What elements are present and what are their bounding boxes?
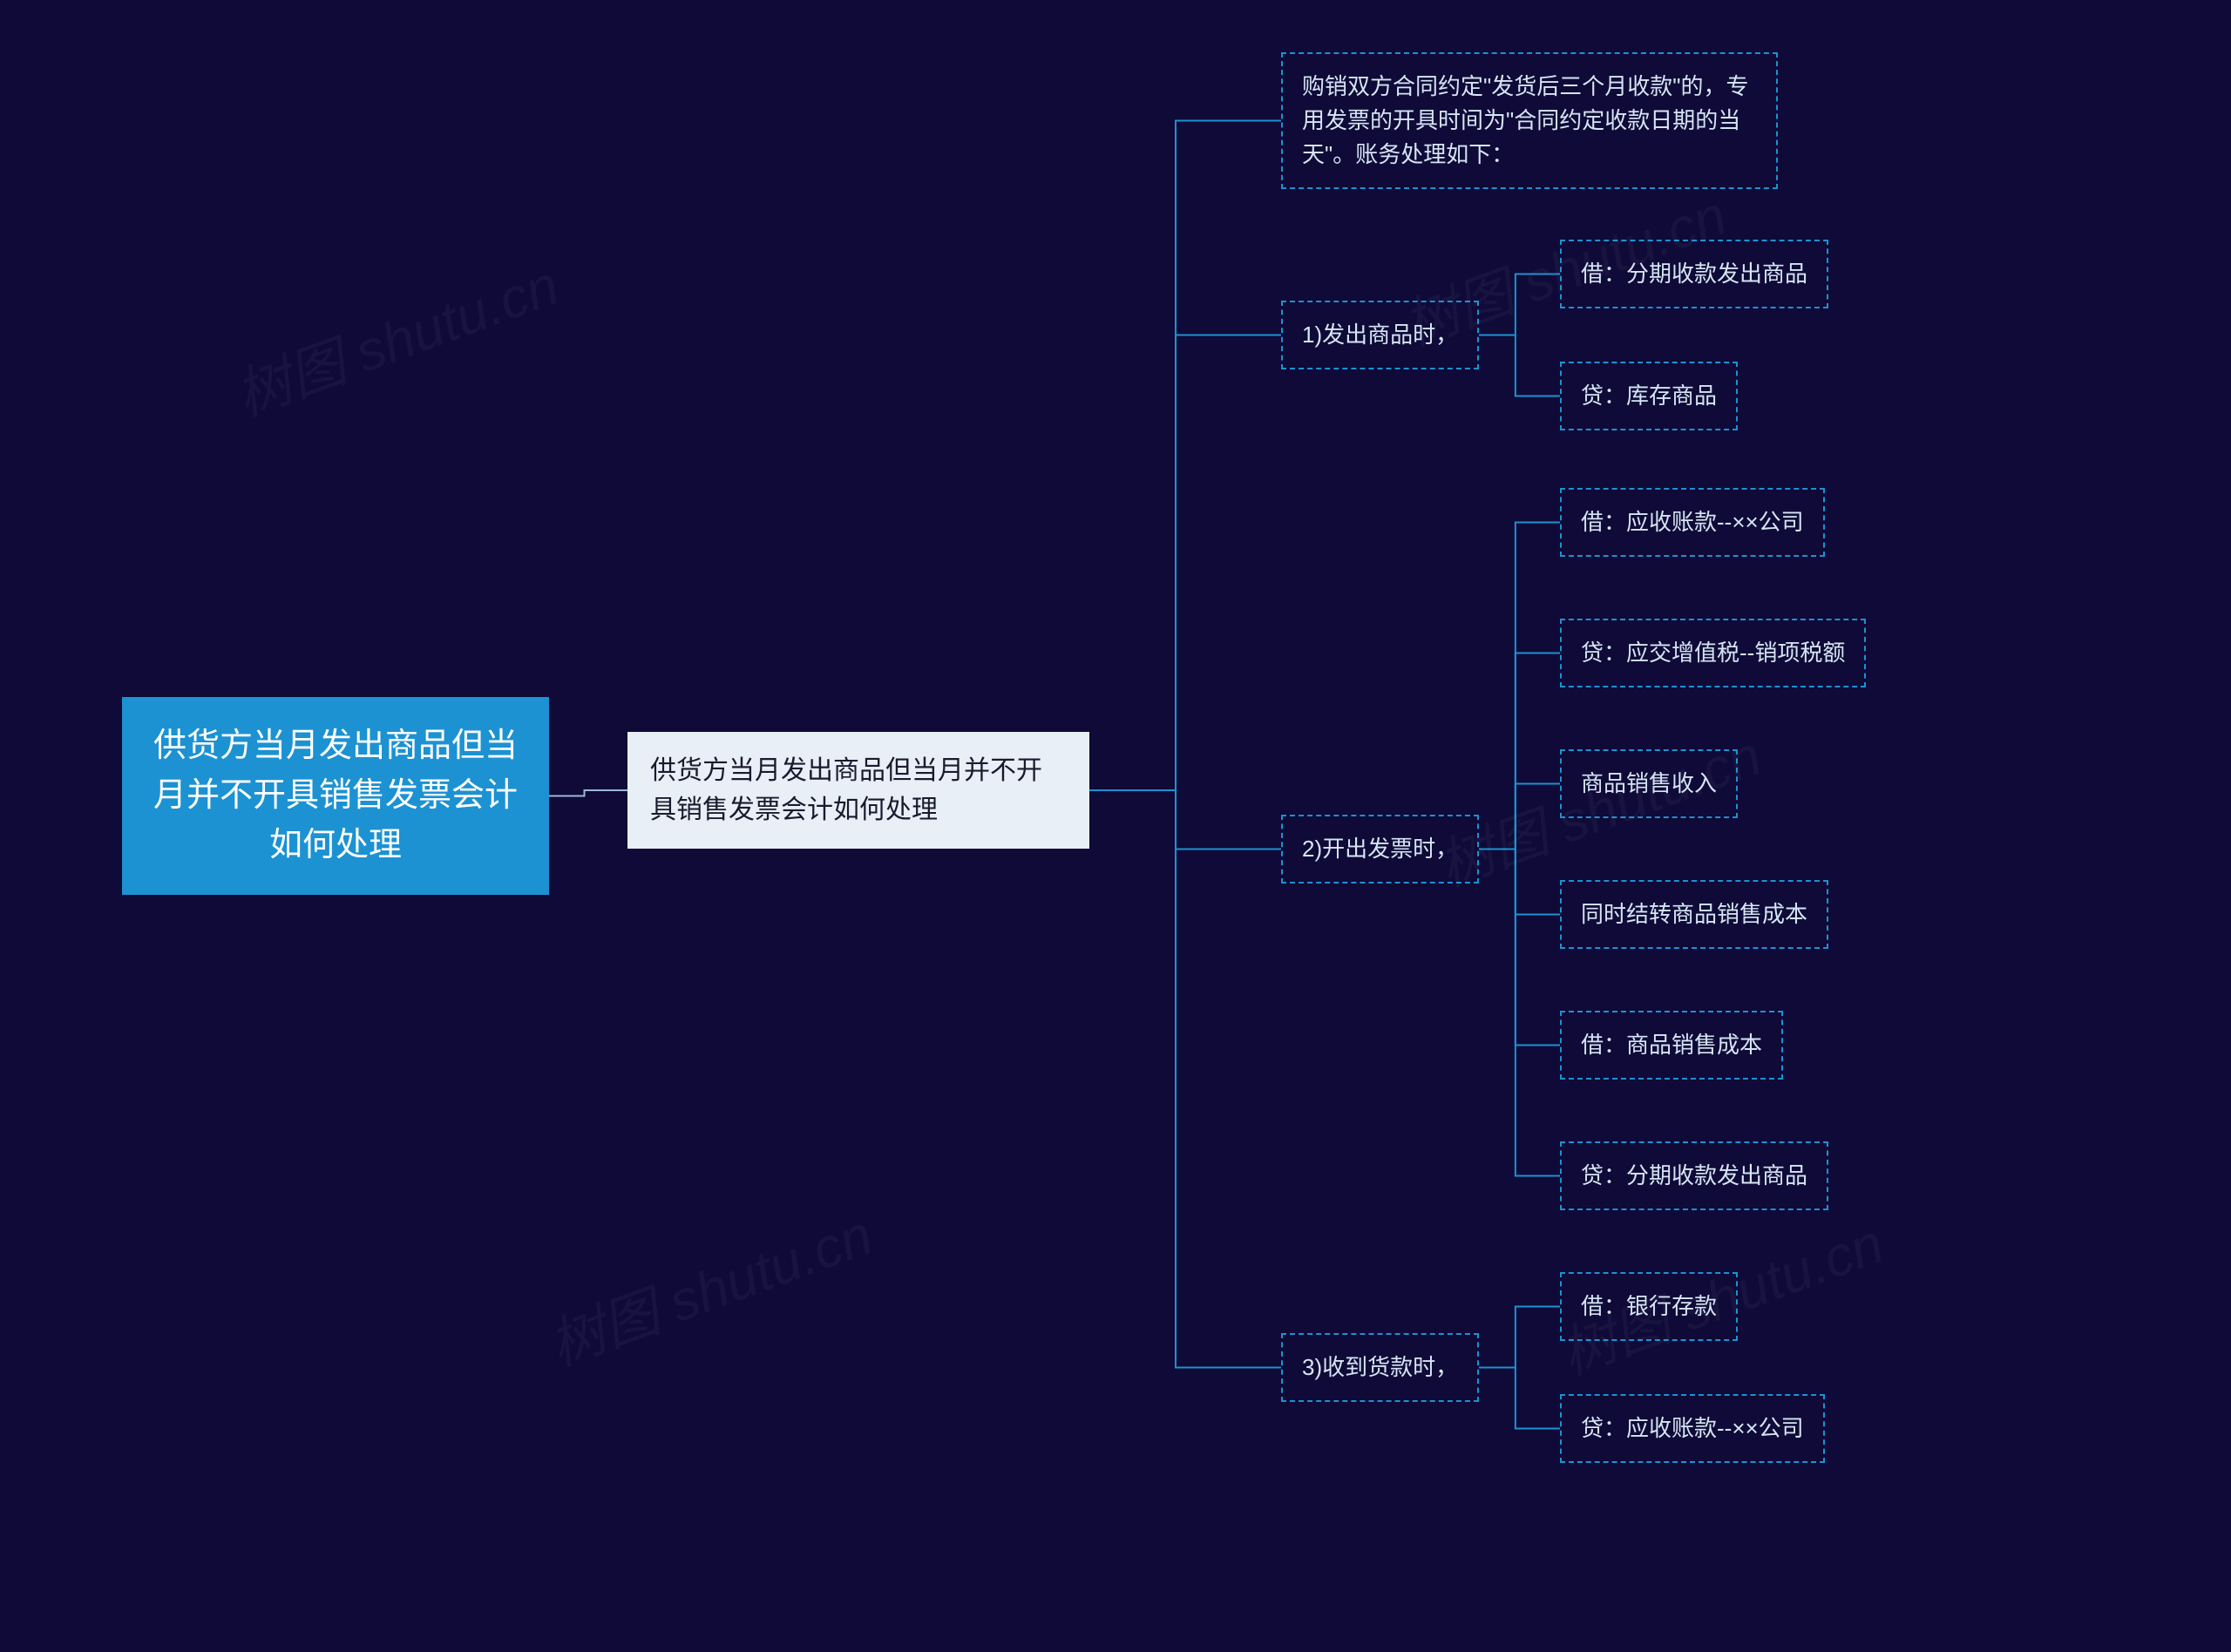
step2-text: 2)开出发票时，: [1302, 832, 1458, 866]
s3b-text: 贷：应收账款--××公司: [1581, 1412, 1804, 1446]
step2-node[interactable]: 2)开出发票时，: [1281, 815, 1479, 884]
desc-text: 购销双方合同约定"发货后三个月收款"的，专用发票的开具时间为"合同约定收款日期的…: [1302, 70, 1757, 172]
s1a-text: 借：分期收款发出商品: [1581, 257, 1807, 291]
step1-node[interactable]: 1)发出商品时，: [1281, 301, 1479, 369]
s1b-text: 贷：库存商品: [1581, 379, 1717, 413]
s2e-node[interactable]: 借：商品销售成本: [1560, 1011, 1783, 1080]
s2a-text: 借：应收账款--××公司: [1581, 505, 1804, 539]
step3-text: 3)收到货款时，: [1302, 1351, 1458, 1385]
s3a-text: 借：银行存款: [1581, 1290, 1717, 1324]
s1a-node[interactable]: 借：分期收款发出商品: [1560, 240, 1828, 308]
step3-node[interactable]: 3)收到货款时，: [1281, 1333, 1479, 1402]
mindmap-canvas: 供货方当月发出商品但当月并不开具销售发票会计如何处理 供货方当月发出商品但当月并…: [0, 0, 2231, 1652]
root-node[interactable]: 供货方当月发出商品但当月并不开具销售发票会计如何处理: [122, 697, 549, 895]
s2b-text: 贷：应交增值税--销项税额: [1581, 636, 1845, 670]
s2f-text: 贷：分期收款发出商品: [1581, 1159, 1807, 1193]
s2c-text: 商品销售收入: [1581, 767, 1717, 801]
desc-node[interactable]: 购销双方合同约定"发货后三个月收款"的，专用发票的开具时间为"合同约定收款日期的…: [1281, 52, 1778, 189]
s2d-text: 同时结转商品销售成本: [1581, 897, 1807, 931]
step1-text: 1)发出商品时，: [1302, 318, 1458, 352]
s3b-node[interactable]: 贷：应收账款--××公司: [1560, 1394, 1825, 1463]
s2f-node[interactable]: 贷：分期收款发出商品: [1560, 1141, 1828, 1210]
watermark: 树图 shutu.cn: [537, 1190, 882, 1381]
root-text: 供货方当月发出商品但当月并不开具销售发票会计如何处理: [152, 721, 519, 870]
s2d-node[interactable]: 同时结转商品销售成本: [1560, 880, 1828, 949]
s2a-node[interactable]: 借：应收账款--××公司: [1560, 488, 1825, 557]
s2c-node[interactable]: 商品销售收入: [1560, 749, 1738, 818]
sub-node[interactable]: 供货方当月发出商品但当月并不开具销售发票会计如何处理: [627, 732, 1089, 849]
s2e-text: 借：商品销售成本: [1581, 1028, 1762, 1062]
sub-text: 供货方当月发出商品但当月并不开具销售发票会计如何处理: [650, 751, 1067, 829]
s3a-node[interactable]: 借：银行存款: [1560, 1272, 1738, 1341]
s2b-node[interactable]: 贷：应交增值税--销项税额: [1560, 619, 1866, 687]
watermark: 树图 shutu.cn: [223, 240, 568, 431]
s1b-node[interactable]: 贷：库存商品: [1560, 362, 1738, 430]
